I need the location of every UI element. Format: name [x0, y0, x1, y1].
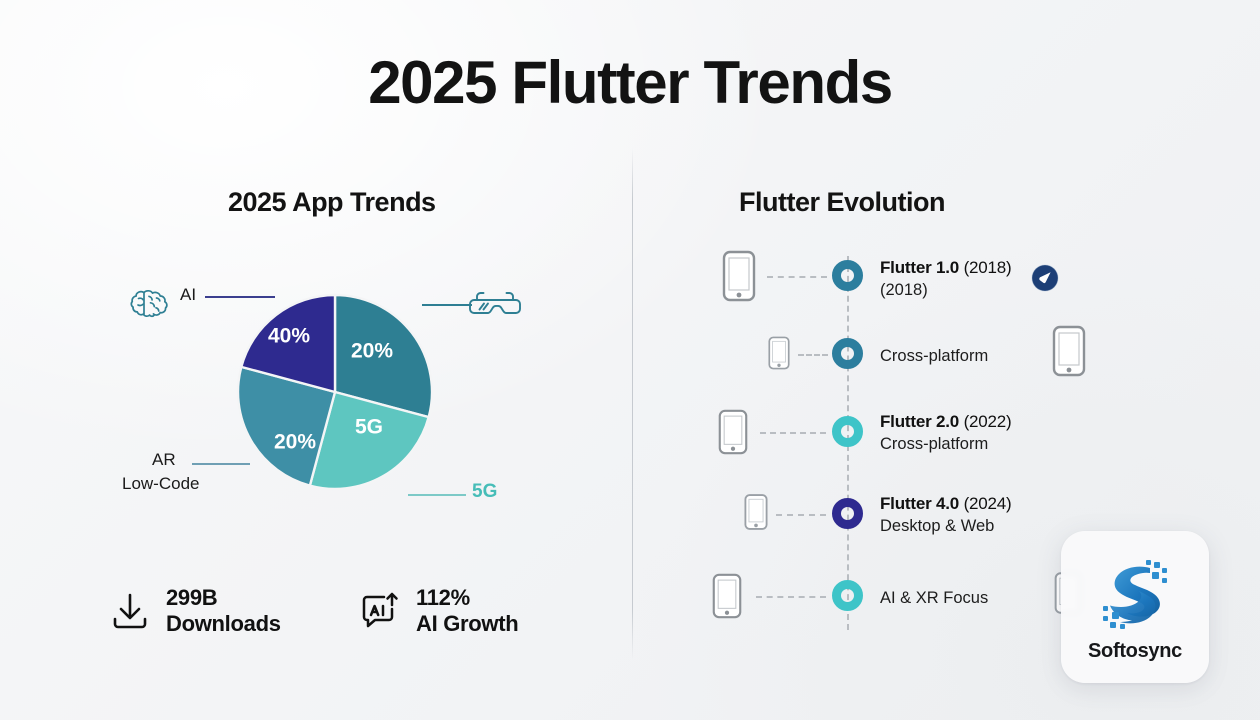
- phone-icon: [718, 409, 748, 455]
- phone-icon: [722, 250, 756, 302]
- logo-name: Softosync: [1088, 639, 1182, 662]
- phone-icon: [744, 494, 768, 530]
- page-title: 2025 Flutter Trends: [368, 49, 893, 116]
- vr-goggles-icon: [469, 292, 521, 314]
- timeline-title-1: Flutter 1.0 (2018): [880, 258, 1012, 277]
- stat-downloads: 299B Downloads: [108, 585, 281, 637]
- vertical-divider: [632, 148, 633, 660]
- timeline-text-1: Flutter 1.0 (2018) (2018): [880, 258, 1012, 300]
- pie-value-xr: 20%: [351, 340, 393, 363]
- pie-chart: 20% 5G 20% 40%: [236, 293, 434, 491]
- pie-slice-ai[interactable]: [239, 293, 337, 394]
- pie-slice-xr[interactable]: [333, 293, 434, 419]
- ai-growth-icon: [362, 592, 398, 628]
- pie-leader-5g: [408, 494, 466, 496]
- timeline-dot-5[interactable]: [832, 580, 863, 611]
- phone-icon: [1052, 325, 1086, 377]
- pie-slice-ar-lowcode[interactable]: [236, 365, 337, 488]
- phone-icon: [712, 573, 742, 619]
- pie-label-ai: AI: [180, 285, 197, 304]
- timeline-connector: [767, 276, 827, 278]
- timeline-dot-1[interactable]: [832, 260, 863, 291]
- pie-label-5g: 5G: [472, 481, 498, 502]
- timeline-text-5: AI & XR Focus: [880, 586, 988, 608]
- pie-leader-ai: [205, 296, 275, 298]
- timeline-connector: [760, 432, 826, 434]
- logo-card[interactable]: Softosync: [1061, 531, 1209, 683]
- timeline-subtitle-4: Desktop & Web: [880, 517, 995, 535]
- stat-ai-growth: 112% AI Growth: [358, 585, 519, 637]
- pie-value-ai: 40%: [268, 325, 310, 348]
- pie-slice-5g[interactable]: [308, 390, 431, 491]
- timeline-connector: [756, 596, 826, 598]
- download-icon: [113, 593, 147, 629]
- timeline-dot-3[interactable]: [832, 416, 863, 447]
- timeline-dot-4[interactable]: [832, 498, 863, 529]
- timeline-subtitle-1: (2018): [880, 281, 928, 299]
- timeline-connector: [776, 514, 826, 516]
- brain-icon: [130, 289, 168, 318]
- pie-chart-svg: 20% 5G 20% 40%: [236, 293, 434, 491]
- flutter-logo-icon: [1031, 264, 1059, 292]
- timeline-text-3: Flutter 2.0 (2022) Cross-platform: [880, 412, 1012, 454]
- stat-ai-growth-label: AI Growth: [416, 611, 519, 636]
- pie-leader-xr: [422, 304, 472, 306]
- timeline-text-4: Flutter 4.0 (2024) Desktop & Web: [880, 494, 1012, 536]
- stat-downloads-text: 299B Downloads: [166, 585, 281, 637]
- timeline-item-3[interactable]: Flutter 2.0 (2022) Cross-platform: [660, 408, 1140, 468]
- timeline-subtitle-2: Cross-platform: [880, 347, 989, 365]
- pie-value-5g: 5G: [355, 416, 383, 439]
- stat-downloads-value: 299B: [166, 585, 218, 610]
- timeline-item-1[interactable]: Flutter 1.0 (2018) (2018): [660, 250, 1140, 310]
- pie-value-ar-lowcode: 20%: [274, 431, 316, 454]
- timeline-item-4[interactable]: Flutter 4.0 (2024) Desktop & Web: [660, 490, 1140, 550]
- pie-label-lowcode: Low-Code: [122, 474, 200, 493]
- softosync-logo-icon: [1103, 559, 1167, 629]
- stat-ai-growth-value: 112%: [416, 585, 470, 610]
- phone-icon: [768, 336, 790, 370]
- pie-section-heading: 2025 App Trends: [228, 187, 436, 217]
- timeline-subtitle-5: AI & XR Focus: [880, 589, 989, 607]
- timeline-item-2[interactable]: Cross-platform: [660, 325, 1140, 388]
- timeline-connector: [798, 354, 828, 356]
- timeline-subtitle-3: Cross-platform: [880, 435, 989, 453]
- timeline-section-heading: Flutter Evolution: [739, 187, 945, 217]
- timeline-title-3: Flutter 2.0 (2022): [880, 412, 1012, 431]
- stat-downloads-label: Downloads: [166, 611, 281, 636]
- timeline-text-2: Cross-platform: [880, 344, 988, 366]
- pie-label-ar: AR: [152, 450, 176, 469]
- timeline-dot-2[interactable]: [832, 338, 863, 369]
- stat-ai-growth-text: 112% AI Growth: [416, 585, 519, 637]
- timeline-title-4: Flutter 4.0 (2024): [880, 494, 1012, 513]
- pie-leader-ar: [192, 463, 250, 465]
